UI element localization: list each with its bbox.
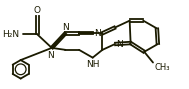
Text: H₂N: H₂N bbox=[3, 30, 20, 39]
Text: CH₃: CH₃ bbox=[155, 63, 170, 72]
Text: N: N bbox=[47, 51, 54, 60]
Text: O: O bbox=[34, 6, 41, 15]
Text: N: N bbox=[62, 23, 69, 32]
Text: N: N bbox=[116, 40, 123, 49]
Text: NH: NH bbox=[86, 60, 99, 69]
Text: N: N bbox=[95, 29, 101, 38]
